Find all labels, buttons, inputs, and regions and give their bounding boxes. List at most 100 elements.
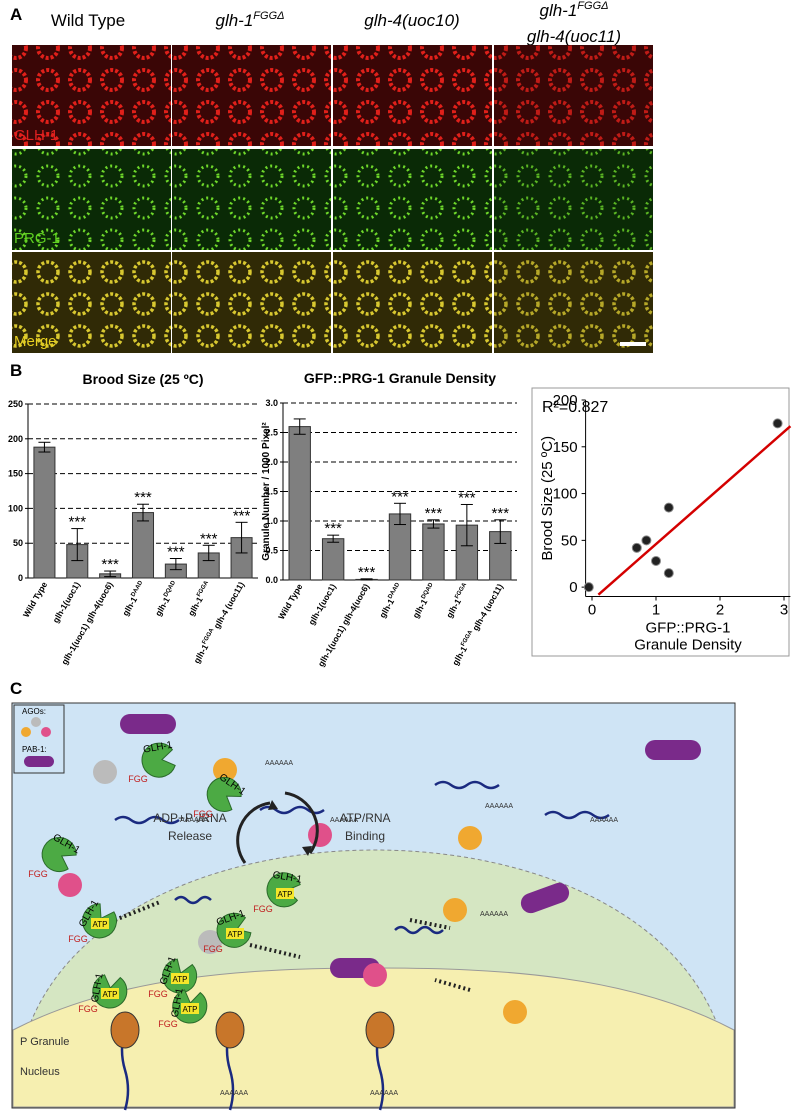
atp-label: ATP: [183, 1005, 198, 1014]
point: [772, 418, 783, 429]
row-label: GLH-1: [14, 127, 58, 144]
legend-label: PAB-1:: [22, 745, 47, 754]
label-text: glh-1: [120, 595, 139, 618]
point: [641, 535, 652, 546]
x-tick-label: glh-1DAAD: [120, 579, 148, 617]
panel-label: B: [10, 361, 22, 380]
interaction: [114, 900, 471, 992]
cycle-label: ADP+P ᵢ/RNA: [153, 811, 226, 825]
atp-label: ATP: [103, 990, 118, 999]
point: [651, 555, 661, 566]
bar: [422, 523, 445, 581]
label-sup: FGGA: [454, 581, 468, 600]
fgg-label: FGG: [253, 904, 273, 914]
rna: [120, 895, 444, 1111]
y-tick-label: 0.5: [265, 546, 278, 556]
cycle-arrow: [284, 791, 319, 854]
x-axis-label: Granule Density: [634, 637, 742, 654]
significance: ***: [492, 505, 510, 522]
micrograph-signal: [172, 252, 331, 353]
cycle-label: Release: [168, 829, 212, 843]
x-axis-label: GFP::PRG-1: [645, 620, 730, 637]
label-text: glh-1: [377, 597, 396, 620]
atp-label: ATP: [278, 890, 293, 899]
micrograph-signal: [494, 252, 653, 353]
row-label: Merge: [14, 333, 57, 350]
point: [631, 542, 642, 553]
fgg-label: FGG: [148, 989, 168, 999]
y-tick-label: 1.5: [265, 487, 278, 497]
significance: ***: [200, 530, 218, 547]
micrograph-signal: [333, 252, 492, 353]
y-tick-label: 50: [561, 532, 578, 549]
micrograph-signal: [494, 149, 653, 250]
y-tick-label: 150: [553, 439, 578, 456]
y-tick-label: 50: [13, 538, 23, 548]
model-diagram: AGOs: PAB-1: ADP+P ᵢ/RNA Release ATP/RNA…: [11, 702, 736, 1111]
label-text: glh-1: [444, 597, 463, 620]
label-sup: DQAD: [163, 579, 177, 598]
significance: ***: [69, 514, 87, 531]
ago-icon: [31, 717, 41, 727]
legend-label: AGOs:: [22, 707, 46, 716]
annotation: R²=0.827: [542, 399, 608, 416]
ago: [458, 826, 482, 850]
glh-1: [206, 776, 242, 812]
atp: [181, 1003, 199, 1014]
chart-title: Brood Size (25 ºC): [82, 371, 203, 387]
label-text: glh-1: [450, 644, 469, 667]
glh-1-label: GLH-1: [272, 870, 303, 886]
label-sup: DQAD: [421, 581, 435, 600]
poly-a: AAAAAA: [265, 760, 293, 767]
column-header: glh-4(uoc10): [364, 11, 459, 30]
pab-1: [645, 740, 701, 760]
x-tick-label: 3: [780, 602, 788, 619]
ago: [58, 873, 82, 897]
row-labels: GLH-1 PRG-1 Merge: [14, 127, 646, 350]
y-tick-label: 2.5: [265, 428, 278, 438]
scatter-frame: [531, 387, 790, 657]
ago-icon: [21, 727, 31, 737]
pab-1: [120, 714, 176, 734]
y-tick-label: 0: [18, 573, 23, 583]
poly-a: AAAAAA: [180, 817, 208, 824]
chart-title: GFP::PRG-1 Granule Density: [304, 370, 496, 386]
fgg-label: FGG: [193, 809, 213, 819]
label-text: glh-1: [153, 595, 172, 618]
poly-a: AAAAAA: [590, 817, 618, 824]
fgg-label: FGG: [68, 934, 88, 944]
column-header: glh-1FGGΔ: [215, 10, 284, 30]
significance: ***: [425, 505, 443, 522]
column-header: Wild Type: [51, 11, 125, 30]
significance: ***: [391, 488, 409, 505]
point: [583, 582, 594, 593]
x-tick-label: 1: [652, 602, 660, 619]
ago: [363, 963, 387, 987]
ribosomes: [110, 1011, 395, 1049]
row-label: PRG-1: [14, 230, 60, 247]
significance: ***: [458, 489, 476, 506]
micrograph-signal: [333, 45, 492, 146]
region-label: Nucleus: [20, 1066, 60, 1078]
y-tick-label: 0: [569, 579, 577, 596]
fgg-label: FGG: [203, 944, 223, 954]
fgg-label: FGG: [28, 869, 48, 879]
y-tick-label: 2.0: [265, 457, 278, 467]
pab-1: [520, 882, 570, 914]
glh-1: [41, 837, 77, 872]
label-text: glh-4 (uoc11): [210, 580, 246, 633]
atp-label: ATP: [173, 975, 188, 984]
label-text: glh-4 (uoc11): [469, 582, 505, 635]
significance: ***: [358, 564, 376, 581]
bar: [33, 446, 56, 579]
label-text: glh-1: [411, 597, 430, 620]
y-tick-label: 150: [8, 469, 23, 479]
cycle-arrow: [236, 801, 271, 864]
x-tick-label: Wild Type: [21, 580, 50, 619]
ago: [503, 1000, 527, 1024]
y-tick-label: 3.0: [265, 398, 278, 408]
bar: [288, 426, 311, 581]
significance: ***: [233, 507, 251, 524]
